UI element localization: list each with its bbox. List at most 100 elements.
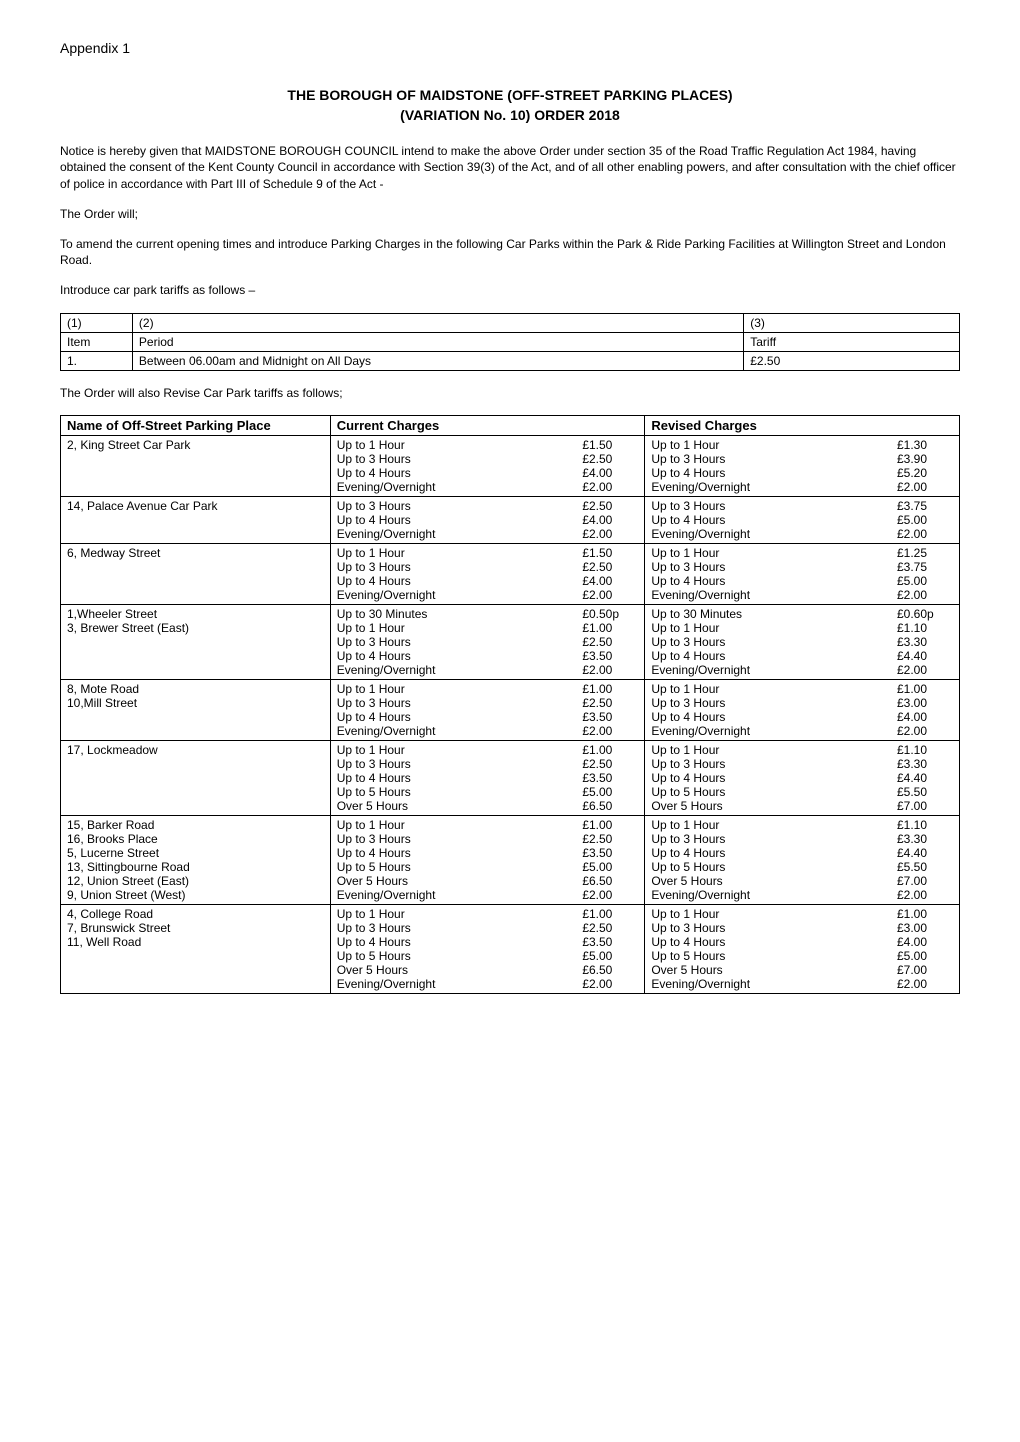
charge-label: Evening/Overnight xyxy=(651,588,891,602)
charge-label: Up to 5 Hours xyxy=(337,860,577,874)
charge-line: Up to 30 Minutes£0.50p xyxy=(337,607,639,621)
charge-label: Over 5 Hours xyxy=(337,963,577,977)
charge-line: Over 5 Hours£7.00 xyxy=(651,799,953,813)
charge-price: £2.00 xyxy=(576,977,638,991)
charge-label: Over 5 Hours xyxy=(651,799,891,813)
charge-label: Up to 1 Hour xyxy=(337,546,577,560)
charge-price: £6.50 xyxy=(576,799,638,813)
charge-label: Up to 3 Hours xyxy=(651,832,891,846)
amend-paragraph: To amend the current opening times and i… xyxy=(60,236,960,268)
charge-label: Evening/Overnight xyxy=(651,480,891,494)
revised-charges-cell: Up to 1 Hour£1.10Up to 3 Hours£3.30Up to… xyxy=(645,740,960,815)
charge-label: Evening/Overnight xyxy=(337,588,577,602)
charge-price: £3.50 xyxy=(576,771,638,785)
charge-line: Up to 5 Hours£5.00 xyxy=(337,785,639,799)
charge-label: Up to 3 Hours xyxy=(651,452,891,466)
charge-line: Up to 1 Hour£1.10 xyxy=(651,743,953,757)
cell: Between 06.00am and Midnight on All Days xyxy=(132,351,743,370)
charge-line: Up to 3 Hours£2.50 xyxy=(337,757,639,771)
charge-line: Up to 1 Hour£1.10 xyxy=(651,818,953,832)
charge-line: Up to 4 Hours£3.50 xyxy=(337,935,639,949)
cell: (3) xyxy=(744,313,960,332)
charge-price: £3.90 xyxy=(891,452,953,466)
current-charges-cell: Up to 3 Hours£2.50Up to 4 Hours£4.00Even… xyxy=(330,496,645,543)
charge-price: £5.50 xyxy=(891,785,953,799)
charge-label: Up to 4 Hours xyxy=(337,649,577,663)
charge-price: £3.50 xyxy=(576,935,638,949)
charge-price: £4.00 xyxy=(576,513,638,527)
charge-label: Up to 4 Hours xyxy=(651,466,891,480)
charge-line: Up to 4 Hours£4.40 xyxy=(651,846,953,860)
charge-price: £5.00 xyxy=(576,949,638,963)
header-name: Name of Off-Street Parking Place xyxy=(61,415,331,435)
charge-price: £2.00 xyxy=(576,888,638,902)
charge-price: £6.50 xyxy=(576,963,638,977)
charge-line: Up to 4 Hours£4.00 xyxy=(337,574,639,588)
charge-label: Up to 3 Hours xyxy=(337,832,577,846)
charge-label: Over 5 Hours xyxy=(651,874,891,888)
charge-label: Evening/Overnight xyxy=(337,527,577,541)
charge-price: £5.00 xyxy=(891,949,953,963)
charge-line: Up to 3 Hours£3.00 xyxy=(651,921,953,935)
charge-price: £2.50 xyxy=(576,560,638,574)
charge-label: Up to 1 Hour xyxy=(337,907,577,921)
charge-price: £2.00 xyxy=(891,977,953,991)
table-row: 1,Wheeler Street 3, Brewer Street (East)… xyxy=(61,604,960,679)
charge-price: £2.00 xyxy=(576,663,638,677)
charge-line: Evening/Overnight£2.00 xyxy=(651,480,953,494)
charge-label: Up to 4 Hours xyxy=(337,466,577,480)
charge-label: Up to 4 Hours xyxy=(337,574,577,588)
charge-price: £4.40 xyxy=(891,771,953,785)
charge-line: Up to 3 Hours£2.50 xyxy=(337,452,639,466)
charge-label: Over 5 Hours xyxy=(337,874,577,888)
charge-line: Up to 1 Hour£1.00 xyxy=(651,682,953,696)
charge-price: £2.00 xyxy=(891,588,953,602)
charge-line: Evening/Overnight£2.00 xyxy=(337,527,639,541)
charge-label: Up to 3 Hours xyxy=(337,560,577,574)
charge-price: £2.00 xyxy=(576,588,638,602)
charge-price: £2.00 xyxy=(891,888,953,902)
charge-line: Up to 3 Hours£3.75 xyxy=(651,560,953,574)
charge-price: £1.00 xyxy=(576,743,638,757)
charge-line: Up to 30 Minutes£0.60p xyxy=(651,607,953,621)
charge-label: Evening/Overnight xyxy=(337,724,577,738)
charge-label: Up to 1 Hour xyxy=(337,743,577,757)
title-line-1: THE BOROUGH OF MAIDSTONE (OFF-STREET PAR… xyxy=(287,87,732,103)
charge-line: Up to 5 Hours£5.00 xyxy=(651,949,953,963)
charge-label: Up to 3 Hours xyxy=(337,757,577,771)
charge-line: Evening/Overnight£2.00 xyxy=(651,977,953,991)
table-row: 1. Between 06.00am and Midnight on All D… xyxy=(61,351,960,370)
charge-label: Up to 3 Hours xyxy=(651,560,891,574)
charge-price: £5.00 xyxy=(576,860,638,874)
cell: (2) xyxy=(132,313,743,332)
charge-price: £1.00 xyxy=(891,907,953,921)
charge-line: Evening/Overnight£2.00 xyxy=(651,663,953,677)
charge-label: Up to 30 Minutes xyxy=(651,607,891,621)
revised-charges-cell: Up to 1 Hour£1.25Up to 3 Hours£3.75Up to… xyxy=(645,543,960,604)
charge-label: Up to 3 Hours xyxy=(651,696,891,710)
parking-place-name: 14, Palace Avenue Car Park xyxy=(61,496,331,543)
table-header-row: Name of Off-Street Parking Place Current… xyxy=(61,415,960,435)
charge-price: £3.30 xyxy=(891,757,953,771)
charge-label: Up to 1 Hour xyxy=(651,546,891,560)
charge-label: Up to 3 Hours xyxy=(337,452,577,466)
charge-label: Up to 1 Hour xyxy=(337,438,577,452)
charge-label: Up to 4 Hours xyxy=(651,574,891,588)
charge-label: Up to 4 Hours xyxy=(337,846,577,860)
charge-price: £1.50 xyxy=(576,546,638,560)
charge-price: £1.10 xyxy=(891,621,953,635)
charge-line: Evening/Overnight£2.00 xyxy=(337,663,639,677)
charge-price: £2.50 xyxy=(576,635,638,649)
charge-line: Evening/Overnight£2.00 xyxy=(651,588,953,602)
charge-line: Evening/Overnight£2.00 xyxy=(651,527,953,541)
charge-label: Up to 1 Hour xyxy=(651,682,891,696)
charge-price: £3.50 xyxy=(576,649,638,663)
charge-line: Up to 1 Hour£1.00 xyxy=(651,907,953,921)
charge-label: Evening/Overnight xyxy=(651,527,891,541)
charge-label: Up to 1 Hour xyxy=(651,907,891,921)
charge-price: £2.50 xyxy=(576,499,638,513)
charge-label: Up to 1 Hour xyxy=(651,818,891,832)
charge-label: Evening/Overnight xyxy=(337,888,577,902)
charge-price: £1.00 xyxy=(576,621,638,635)
charge-price: £1.00 xyxy=(576,818,638,832)
